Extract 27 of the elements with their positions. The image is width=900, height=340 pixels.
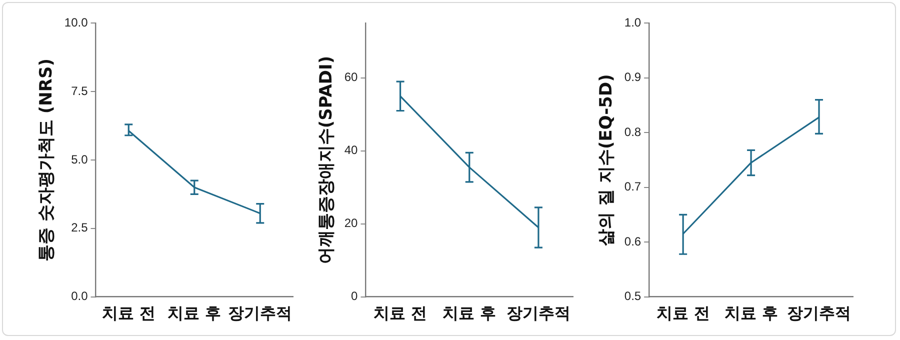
x-tick-label: 치료 전: [656, 304, 710, 323]
y-tick-label: 1.0: [624, 16, 642, 30]
y-tick-label: 0.6: [624, 234, 642, 248]
x-tick-label: 장기추적: [506, 304, 570, 323]
x-tick-label: 치료 전: [374, 304, 428, 323]
y-tick-label: 0.0: [71, 289, 88, 304]
y-tick-label: 0.8: [624, 124, 642, 139]
y-tick-label: 0.5: [624, 289, 642, 304]
y-axis-title: 삶의 질 지수(EQ-5D): [596, 74, 617, 246]
y-tick-label: 7.5: [71, 84, 88, 98]
y-tick-label: 0.9: [624, 70, 642, 84]
y-tick-label: 10.0: [64, 16, 88, 30]
x-tick-label: 치료 후: [724, 304, 778, 323]
y-tick-label: 5.0: [71, 152, 88, 166]
y-tick-label: 0.7: [624, 180, 642, 194]
x-tick-label: 치료 후: [442, 304, 496, 323]
y-tick-label: 2.5: [71, 220, 88, 235]
y-axis-title: 어깨통증장애지수(SPADI): [316, 56, 337, 264]
x-tick-label: 치료 후: [168, 304, 222, 323]
x-tick-label: 치료 전: [102, 304, 156, 323]
x-tick-label: 장기추적: [787, 304, 852, 323]
y-tick-label: 20: [344, 216, 358, 230]
y-tick-label: 60: [344, 70, 358, 84]
x-tick-label: 장기추적: [228, 304, 292, 323]
y-tick-label: 40: [344, 143, 358, 158]
y-tick-label: 0: [351, 289, 358, 304]
y-axis-title: 통증 숫자평가척도 (NRS): [36, 58, 57, 262]
